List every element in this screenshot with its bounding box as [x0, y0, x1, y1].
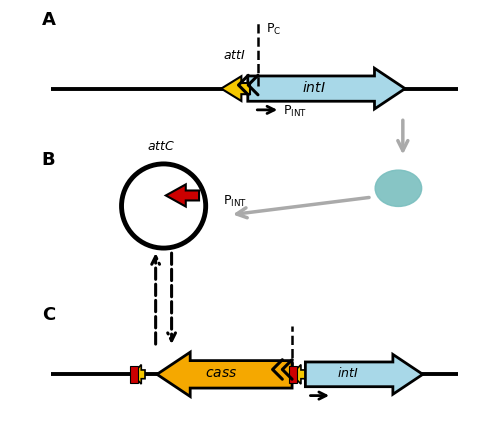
Text: P$_\mathrm{INT}$: P$_\mathrm{INT}$ — [283, 104, 308, 119]
Text: A: A — [42, 11, 56, 29]
FancyArrow shape — [157, 352, 292, 396]
FancyArrow shape — [221, 76, 250, 101]
Text: $\mathit{attC}$: $\mathit{attC}$ — [148, 140, 176, 153]
FancyArrow shape — [306, 354, 423, 394]
Text: $\mathit{cass}$: $\mathit{cass}$ — [205, 366, 238, 381]
Text: B: B — [42, 151, 56, 169]
Text: P$_\mathrm{INT}$: P$_\mathrm{INT}$ — [224, 194, 248, 210]
FancyArrow shape — [248, 68, 405, 109]
Text: P$_\mathrm{C}$: P$_\mathrm{C}$ — [266, 22, 281, 37]
FancyArrow shape — [132, 365, 145, 384]
FancyArrow shape — [292, 365, 305, 384]
Text: $\mathit{attI}$: $\mathit{attI}$ — [223, 49, 246, 62]
Text: $\mathit{intI}$: $\mathit{intI}$ — [302, 80, 326, 95]
Text: C: C — [42, 306, 55, 324]
FancyArrow shape — [166, 184, 199, 206]
Bar — [290, 366, 298, 383]
Bar — [130, 366, 138, 383]
Text: $\mathit{intI}$: $\mathit{intI}$ — [336, 366, 358, 381]
Ellipse shape — [375, 170, 422, 206]
